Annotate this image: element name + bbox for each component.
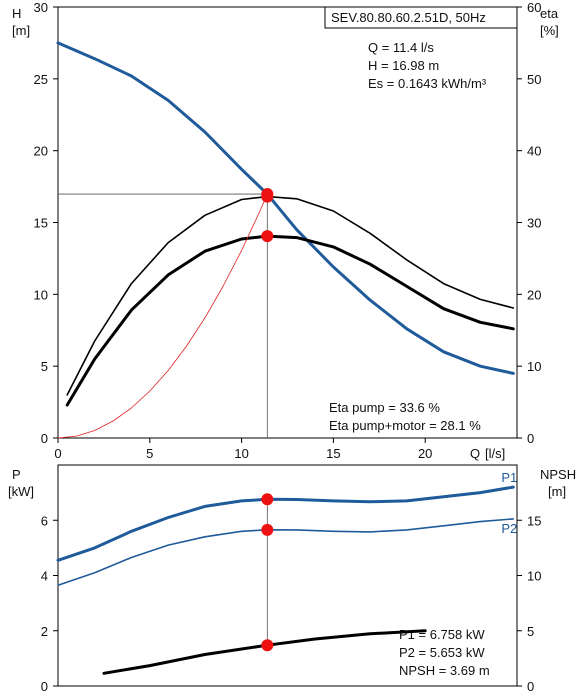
y-axis-unit-left: [m] bbox=[12, 23, 30, 38]
left-tick-label: 0 bbox=[41, 431, 48, 446]
operating-point-p1 bbox=[261, 493, 274, 506]
top-x-axis-ticks: 0 5 10 15 20 bbox=[54, 438, 432, 461]
y-axis-unit-right: [%] bbox=[540, 23, 559, 38]
left-tick-label: 30 bbox=[34, 0, 48, 15]
label-h: H = 16.98 m bbox=[368, 58, 439, 73]
operating-point-eta-pump-motor bbox=[261, 230, 274, 243]
label-q: Q = 11.4 l/s bbox=[368, 40, 434, 55]
top-chart: 0 5 10 15 20 25 30 0 10 20 30 40 50 60 0 5 10 15 20 H [m… bbox=[12, 0, 559, 461]
series-line-eta-pump-motor bbox=[65, 234, 515, 407]
x-tick-label: 10 bbox=[234, 446, 248, 461]
power-axis-unit: [kW] bbox=[8, 484, 34, 499]
left-tick-label: 2 bbox=[41, 624, 48, 639]
label-npsh: NPSH = 3.69 m bbox=[399, 663, 490, 678]
top-right-axis-ticks: 0 10 20 30 40 50 60 bbox=[517, 0, 541, 446]
left-tick-label: 15 bbox=[34, 216, 48, 231]
right-tick-label: 10 bbox=[527, 359, 541, 374]
series-line-NPSH bbox=[102, 629, 427, 675]
x-tick-label: 5 bbox=[146, 446, 153, 461]
bottom-operating-points bbox=[261, 493, 274, 652]
top-series bbox=[56, 41, 515, 439]
y-axis-label-right: eta bbox=[540, 6, 559, 21]
left-tick-label: 4 bbox=[41, 569, 48, 584]
label-es: Es = 0.1643 kWh/m³ bbox=[368, 76, 487, 91]
series-label-p2: P2 bbox=[501, 521, 517, 536]
x-tick-label: 15 bbox=[326, 446, 340, 461]
operating-point-p2 bbox=[261, 523, 274, 536]
bottom-right-axis-ticks: 0 5 10 15 bbox=[517, 513, 541, 694]
series-line-P2 bbox=[57, 518, 515, 587]
bottom-chart: 0 2 4 6 0 5 10 15 P [kW] NPSH [m] P1 = 6.758 k… bbox=[8, 464, 576, 694]
left-tick-label: 10 bbox=[34, 287, 48, 302]
left-tick-label: 20 bbox=[34, 144, 48, 159]
top-left-axis-ticks: 0 5 10 15 20 25 30 bbox=[34, 0, 58, 446]
left-tick-label: 0 bbox=[41, 679, 48, 694]
operating-point-guides bbox=[58, 193, 268, 438]
top-operating-points bbox=[261, 188, 274, 243]
x-tick-label: 0 bbox=[54, 446, 61, 461]
left-tick-label: 5 bbox=[41, 359, 48, 374]
left-tick-label: 6 bbox=[41, 513, 48, 528]
bottom-left-axis-ticks: 0 2 4 6 bbox=[41, 513, 58, 694]
x-axis-label: Q bbox=[470, 446, 480, 461]
x-axis-unit: [l/s] bbox=[485, 446, 505, 461]
chart-title: SEV.80.80.60.2.51D, 50Hz bbox=[331, 10, 486, 25]
label-p2: P2 = 5.653 kW bbox=[399, 645, 485, 660]
right-tick-label: 30 bbox=[527, 216, 541, 231]
label-eta-pump: Eta pump = 33.6 % bbox=[329, 400, 440, 415]
operating-point-npsh bbox=[261, 639, 274, 652]
right-tick-label: 20 bbox=[527, 287, 541, 302]
series-line-P1 bbox=[56, 485, 515, 562]
series-line-eta-pump bbox=[66, 195, 515, 396]
right-tick-label: 5 bbox=[527, 624, 534, 639]
left-tick-label: 25 bbox=[34, 72, 48, 87]
right-tick-label: 60 bbox=[527, 0, 541, 15]
right-tick-label: 0 bbox=[527, 679, 534, 694]
y-axis-label-left: H bbox=[12, 6, 21, 21]
power-axis-label: P bbox=[12, 467, 21, 482]
bottom-series: P1 P2 bbox=[56, 470, 517, 675]
chart-title-box bbox=[324, 6, 518, 29]
npsh-axis-label: NPSH bbox=[540, 467, 576, 482]
right-tick-label: 10 bbox=[527, 569, 541, 584]
top-plot-frame bbox=[57, 6, 518, 439]
right-tick-label: 40 bbox=[527, 144, 541, 159]
right-tick-label: 50 bbox=[527, 72, 541, 87]
npsh-axis-unit: [m] bbox=[548, 484, 566, 499]
series-line-H bbox=[56, 41, 515, 375]
label-p1: P1 = 6.758 kW bbox=[399, 627, 485, 642]
series-label-p1: P1 bbox=[501, 470, 517, 485]
x-tick-label: 20 bbox=[418, 446, 432, 461]
series-line-system-curve bbox=[57, 193, 268, 439]
label-eta-pump-motor: Eta pump+motor = 28.1 % bbox=[329, 418, 481, 433]
operating-point-eta-pump bbox=[261, 190, 274, 203]
right-tick-label: 0 bbox=[527, 431, 534, 446]
right-tick-label: 15 bbox=[527, 513, 541, 528]
